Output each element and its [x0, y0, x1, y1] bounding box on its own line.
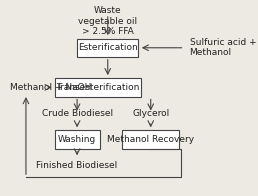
Text: Crude Biodiesel: Crude Biodiesel: [42, 109, 113, 118]
Text: Methanol + NaOH: Methanol + NaOH: [10, 83, 91, 92]
Text: Finished Biodiesel: Finished Biodiesel: [36, 161, 118, 170]
Text: Methanol Recovery: Methanol Recovery: [107, 135, 194, 144]
FancyBboxPatch shape: [122, 130, 179, 149]
Text: Transesterification: Transesterification: [56, 83, 139, 92]
FancyBboxPatch shape: [77, 39, 139, 57]
Text: Glycerol: Glycerol: [132, 109, 169, 118]
Text: Washing: Washing: [58, 135, 96, 144]
FancyBboxPatch shape: [55, 130, 100, 149]
Text: Esterification: Esterification: [78, 43, 138, 52]
FancyBboxPatch shape: [55, 78, 141, 97]
Text: Sulfuric acid +
Methanol: Sulfuric acid + Methanol: [190, 38, 256, 57]
Text: Waste
vegetable oil
> 2.5% FFA: Waste vegetable oil > 2.5% FFA: [78, 6, 137, 36]
